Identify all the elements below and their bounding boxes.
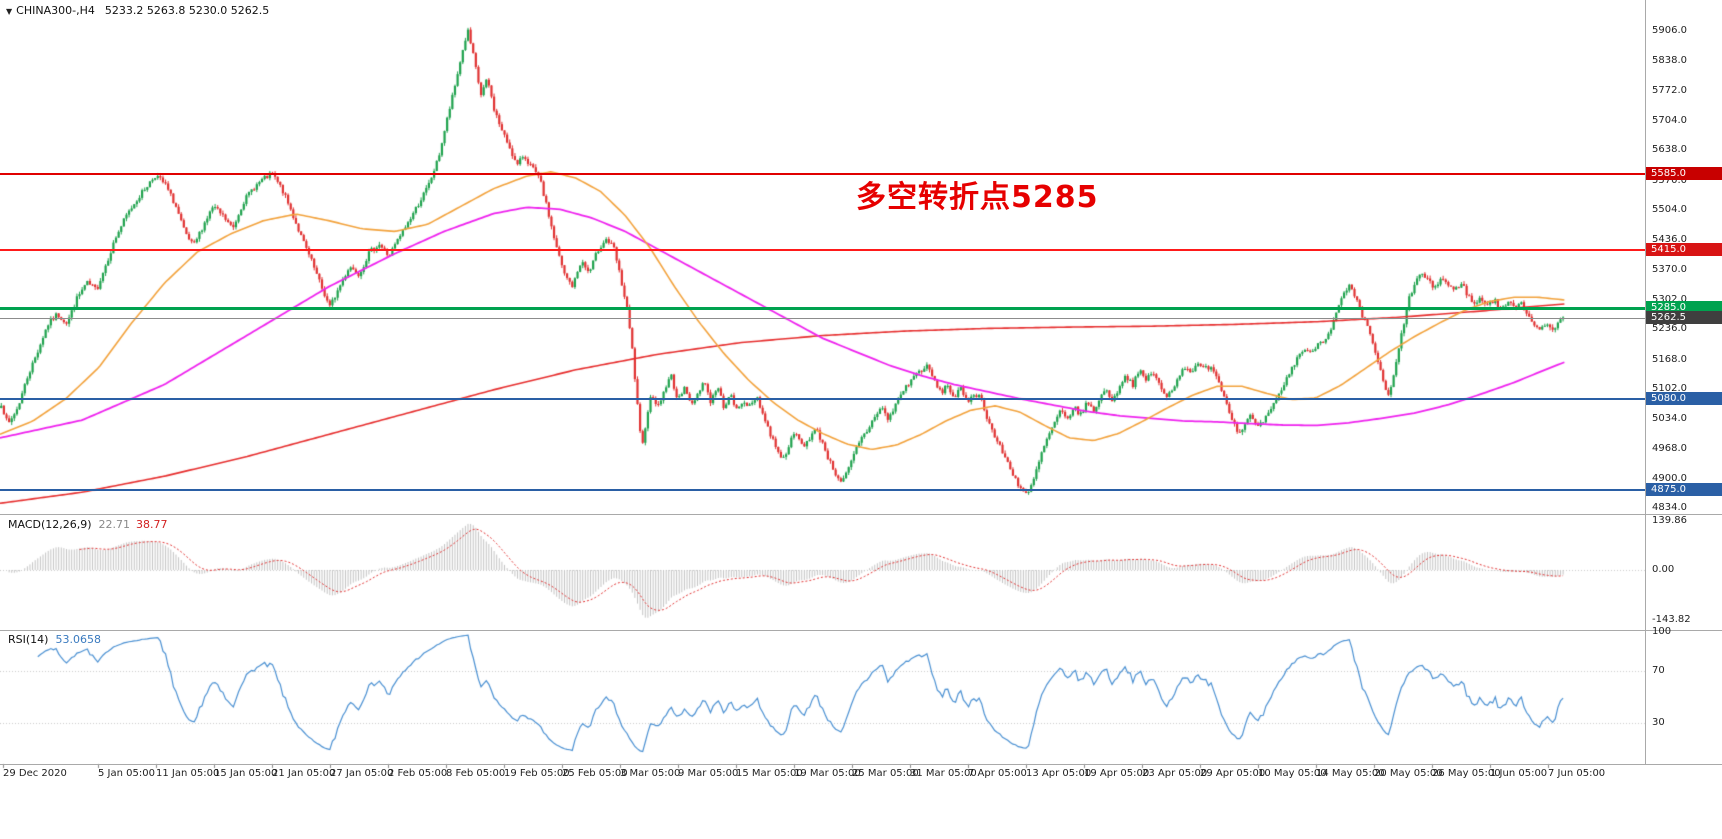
- price-level-label: 5585.0: [1646, 167, 1722, 180]
- rsi-name: RSI(14): [8, 633, 49, 646]
- price-axis-tick: 4900.0: [1652, 472, 1687, 484]
- symbol-info-bar: ▼ CHINA300-,H4 5233.2 5263.8 5230.0 5262.5: [6, 4, 269, 17]
- price-level-label: 5285.0: [1646, 300, 1722, 314]
- price-axis-tick: 5370.0: [1652, 263, 1687, 275]
- time-axis-label: 27 Jan 05:00: [330, 768, 394, 779]
- time-axis-label: 25 Mar 05:00: [852, 768, 919, 779]
- horizontal-level-line[interactable]: [0, 248, 1645, 251]
- time-axis-label: 15 Mar 05:00: [736, 768, 803, 779]
- time-axis-label: 5 Jan 05:00: [98, 768, 155, 779]
- price-axis-tick: 5236.0: [1652, 323, 1687, 335]
- annotation-text: 多空转折点5285: [856, 180, 1099, 215]
- time-axis-label: 15 Jan 05:00: [214, 768, 278, 779]
- macd-axis-tick: -143.82: [1652, 614, 1691, 625]
- price-axis-tick: 4968.0: [1652, 442, 1687, 454]
- time-axis-label: 9 Mar 05:00: [678, 768, 739, 779]
- time-axis-label: 8 Feb 05:00: [446, 768, 506, 779]
- price-axis-tick: 4834.0: [1652, 502, 1687, 514]
- time-axis-label: 29 Dec 2020: [3, 768, 67, 779]
- time-axis-label: 25 Feb 05:00: [562, 768, 628, 779]
- price-axis-tick: 5570.0: [1652, 174, 1687, 186]
- pane-separator[interactable]: [0, 764, 1722, 765]
- horizontal-level-line[interactable]: [0, 173, 1645, 175]
- price-axis-tick: 5302.0: [1652, 293, 1687, 305]
- rsi-value: 53.0658: [55, 633, 101, 646]
- rsi-indicator-label: RSI(14) 53.0658: [8, 633, 101, 646]
- time-axis-label: 2 Feb 05:00: [388, 768, 448, 779]
- price-axis-border: [1645, 0, 1646, 764]
- price-level-label: 5080.0: [1646, 391, 1722, 405]
- price-axis-tick: 5906.0: [1652, 25, 1687, 37]
- symbol-timeframe-label: CHINA300-,H4: [16, 4, 95, 17]
- price-axis-tick: 5704.0: [1652, 115, 1687, 127]
- price-axis-tick: 5034.0: [1652, 413, 1687, 425]
- time-axis-label: 7 Apr 05:00: [968, 768, 1027, 779]
- price-axis-tick: 5838.0: [1652, 55, 1687, 67]
- time-axis-label: 31 Mar 05:00: [910, 768, 977, 779]
- time-axis-label: 3 Mar 05:00: [620, 768, 681, 779]
- time-axis-label: 11 Jan 05:00: [156, 768, 220, 779]
- time-axis-label: 10 May 05:00: [1258, 768, 1327, 779]
- macd-main-value: 22.71: [98, 518, 131, 531]
- horizontal-level-line[interactable]: [0, 397, 1645, 400]
- macd-indicator-label: MACD(12,26,9) 22.71 38.77: [8, 518, 168, 531]
- price-level-label: 5415.0: [1646, 242, 1722, 256]
- time-axis-label: 19 Feb 05:00: [504, 768, 570, 779]
- time-axis-label: 7 Jun 05:00: [1548, 768, 1606, 779]
- rsi-axis-tick: 70: [1652, 665, 1665, 676]
- time-axis-label: 20 May 05:00: [1374, 768, 1443, 779]
- time-axis-label: 19 Apr 05:00: [1084, 768, 1150, 779]
- price-axis-tick: 5772.0: [1652, 84, 1687, 96]
- time-axis-label: 14 May 05:00: [1316, 768, 1385, 779]
- price-level-label: 5262.5: [1646, 310, 1722, 324]
- price-axis-tick: 5504.0: [1652, 204, 1687, 216]
- rsi-axis-tick: 100: [1652, 626, 1672, 637]
- macd-signal-value: 38.77: [136, 518, 168, 531]
- pane-separator[interactable]: [0, 514, 1722, 515]
- time-axis-label: 21 Jan 05:00: [272, 768, 336, 779]
- time-axis-label: 26 May 05:00: [1432, 768, 1501, 779]
- price-axis-tick: 5638.0: [1652, 144, 1687, 156]
- pane-separator[interactable]: [0, 630, 1722, 631]
- time-axis-label: 23 Apr 05:00: [1142, 768, 1208, 779]
- macd-name: MACD(12,26,9): [8, 518, 92, 531]
- time-axis-label: 29 Apr 05:00: [1200, 768, 1266, 779]
- ohlc-values: 5233.2 5263.8 5230.0 5262.5: [104, 4, 270, 17]
- macd-axis-tick: 139.86: [1652, 515, 1687, 527]
- price-axis-tick: 5102.0: [1652, 382, 1687, 394]
- time-axis-label: 1 Jun 05:00: [1490, 768, 1548, 779]
- price-axis-tick: 5436.0: [1652, 234, 1687, 246]
- macd-axis-tick: 0.00: [1652, 564, 1675, 575]
- time-axis-label: 19 Mar 05:00: [794, 768, 861, 779]
- time-axis-label: 13 Apr 05:00: [1026, 768, 1092, 779]
- horizontal-level-line[interactable]: [0, 488, 1645, 491]
- horizontal-level-line[interactable]: [0, 306, 1645, 310]
- price-level-label: 4875.0: [1646, 482, 1722, 496]
- horizontal-level-line[interactable]: [0, 317, 1645, 319]
- collapse-triangle-icon[interactable]: ▼: [6, 7, 13, 16]
- rsi-axis-tick: 30: [1652, 717, 1665, 728]
- price-axis-tick: 5168.0: [1652, 353, 1687, 365]
